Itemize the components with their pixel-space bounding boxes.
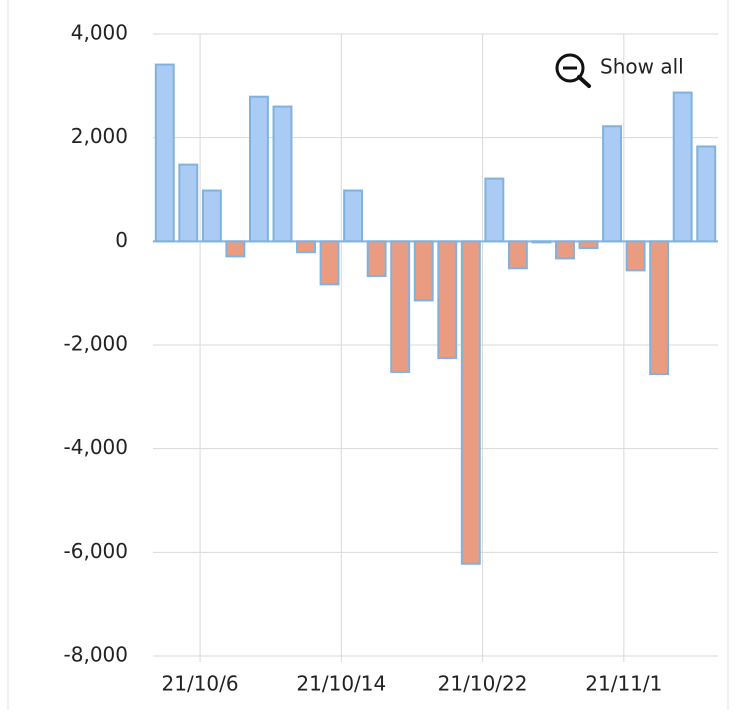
bar [390, 240, 411, 373]
bar [225, 240, 246, 258]
y-tick-label: -6,000 [64, 539, 128, 563]
zoom-icon-handle [577, 75, 591, 88]
bar [484, 177, 505, 243]
bar [696, 145, 717, 243]
x-tick-label: 21/10/6 [162, 672, 239, 696]
bar [154, 63, 175, 243]
show-all-label: Show all [600, 55, 684, 79]
bar [413, 240, 434, 302]
bar [531, 240, 552, 244]
y-tick-label: -8,000 [64, 643, 128, 667]
y-tick-label: 2,000 [71, 124, 128, 148]
bar [578, 240, 599, 250]
bar [649, 240, 670, 376]
bar [672, 91, 693, 243]
y-tick-label: 0 [115, 228, 128, 252]
bar [178, 163, 199, 243]
bar [437, 240, 458, 359]
bar [343, 189, 364, 243]
bar [366, 240, 387, 278]
bar [319, 240, 340, 286]
bar [460, 240, 481, 565]
y-tick-label: -4,000 [64, 435, 128, 459]
bar [272, 105, 293, 243]
bar [296, 240, 316, 254]
y-tick-label: -2,000 [64, 332, 128, 356]
bar [248, 95, 269, 243]
x-tick-label: 21/10/14 [296, 672, 386, 696]
bar [201, 189, 222, 243]
y-tick-label: 4,000 [71, 21, 128, 45]
bar [555, 240, 575, 260]
bar [602, 125, 623, 243]
show-all-button[interactable]: Show all [555, 53, 684, 88]
bar [625, 240, 646, 272]
zoom-icon [555, 53, 585, 83]
bar [507, 240, 528, 270]
x-tick-label: 21/11/1 [585, 672, 662, 696]
x-tick-label: 21/10/22 [438, 672, 528, 696]
